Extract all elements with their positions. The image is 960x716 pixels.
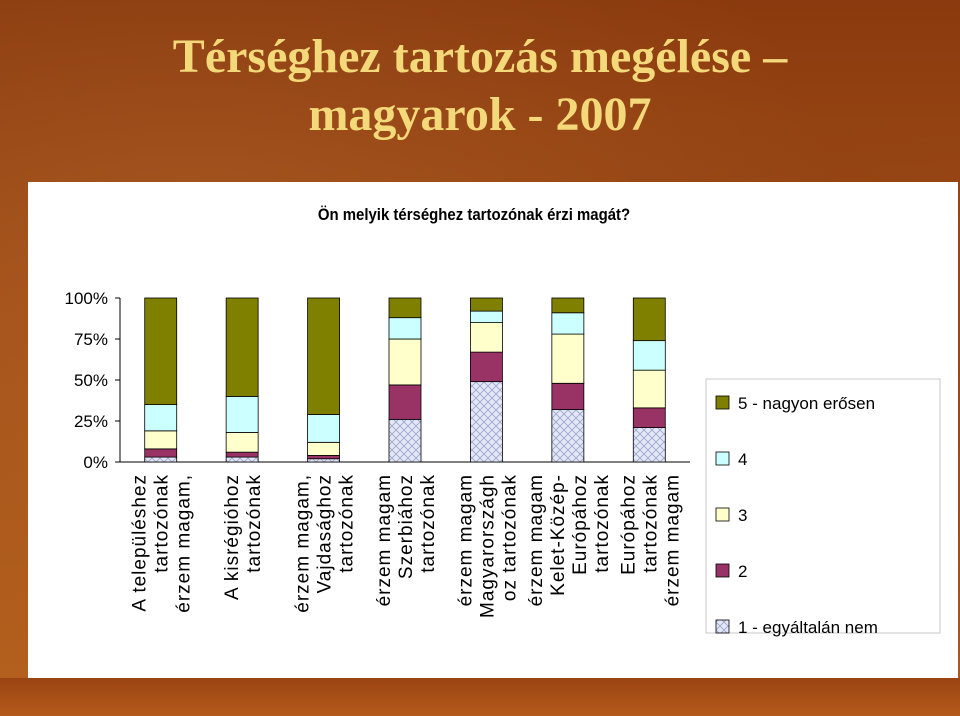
slide-title-line-1: Térséghez tartozás megélése – [172,30,788,83]
bar-segment [470,381,503,463]
x-category-label-line: tartozónak [244,474,265,573]
bar-segment [470,351,503,383]
x-category-label-line: tartozónak [640,474,661,573]
bar-segment [144,404,178,432]
legend: 5 - nagyon erősen 4 3 2 1 - egyáltalán nem [705,378,941,637]
legend-label: 2 [738,562,747,581]
bar-segment [388,338,422,386]
chart-panel: Ön melyik térséghez tartozónak érzi magá… [28,182,958,678]
slide-title: Térséghez tartozás megélése – magyarok -… [40,28,920,144]
bar-segment [551,382,585,410]
x-category-label-line: érzem magam, [293,474,314,613]
bar-segment [470,297,503,312]
legend-swatch [715,395,730,410]
x-category-label-line: Vajdasághoz [315,474,336,593]
x-category-label-line: Európához [570,474,591,575]
legend-swatch [715,563,730,578]
x-category-label-line: tartozónak [592,474,613,573]
slide-title-line-2: magyarok - 2007 [308,88,652,141]
bar-segment [551,297,585,314]
legend-label: 4 [738,450,747,469]
bar-segment [632,427,666,463]
x-category-label: A kisrégióhoz tartozónak [222,474,265,600]
slide-footer-bar [0,678,960,716]
x-category-label-line: A településhez [130,474,151,612]
x-category-label-line: érzem magam [374,474,395,606]
bar-segment [388,297,422,319]
bar-segment [144,297,178,405]
bar-segment [632,297,666,342]
bar-segment [225,456,259,463]
bar-segment [307,414,340,443]
legend-label: 1 - egyáltalán nem [738,618,878,637]
y-tick-label: 0% [83,453,108,472]
bar-segment [225,297,259,397]
x-category-label-line: tartozónak [337,474,358,573]
bar-series-group [144,297,666,463]
legend-label: 5 - nagyon erősen [738,394,875,413]
bar-segment [551,409,585,463]
bar-segment [307,458,340,463]
bar-segment [551,333,585,384]
bar-segment [388,317,422,340]
bar-segment [144,430,178,450]
y-tick-label: 25% [74,412,108,431]
x-category-label-line: Szerbiához [396,474,417,579]
bar-segment [388,418,422,463]
legend-swatch [715,619,730,634]
bar-segment [225,451,259,458]
x-category-label-line: A kisrégióhoz [222,474,243,600]
x-category-label-line: Magyarországh [477,474,498,618]
bar-segment [144,448,178,458]
x-category-label-line: tartozónak [418,474,439,573]
x-category-label: érzem magam Szerbiához tartozónak [374,474,439,606]
x-category-label: érzem magam Magyarországh oz tartozónak [455,474,520,618]
bar-segment [470,310,503,323]
bar-segment [307,297,340,415]
bar-segment [388,384,422,420]
legend-swatch [715,451,730,466]
stacked-bar-chart: Ön melyik térséghez tartozónak érzi magá… [65,204,941,637]
y-tick-label: 75% [74,330,108,349]
x-category-label-line: Kelet-Közép- [548,474,569,596]
bar-segment [632,407,666,428]
bar-segment [632,340,666,371]
x-category-label: érzem magam, Vajdasághoz tartozónak [293,474,358,613]
bar-segment [225,395,259,433]
legend-swatch [715,507,730,522]
bar-segment [551,312,585,335]
x-category-label-line: érzem magam [526,474,547,606]
x-category-label-line: érzem magam, [174,474,195,613]
x-category-label-line: érzem magam [662,474,683,606]
x-category-label-line: tartozónak [152,474,173,573]
x-category-label: Európához tartozónak érzem magam [618,474,683,606]
bar-segment [307,441,340,456]
x-category-label-line: Európához [618,474,639,575]
bar-segment [307,455,340,460]
y-tick-label: 50% [74,371,108,390]
x-category-label-line: oz tartozónak [499,474,520,601]
legend-box [705,378,941,634]
y-tick-label: 100% [65,289,108,308]
x-category-label-line: érzem magam [455,474,476,606]
chart-title: Ön melyik térséghez tartozónak érzi magá… [318,204,630,224]
bar-segment [470,322,503,353]
bar-segment [144,456,178,463]
x-axis-labels: A településhez tartozónak érzem magam, A ki… [130,474,684,618]
bar-segment [225,432,259,453]
x-category-label: A településhez tartozónak érzem magam, [130,474,195,613]
bar-segment [632,369,666,409]
x-category-label: érzem magam Kelet-Közép- Európához tartozón… [526,474,613,606]
legend-label: 3 [738,506,747,525]
